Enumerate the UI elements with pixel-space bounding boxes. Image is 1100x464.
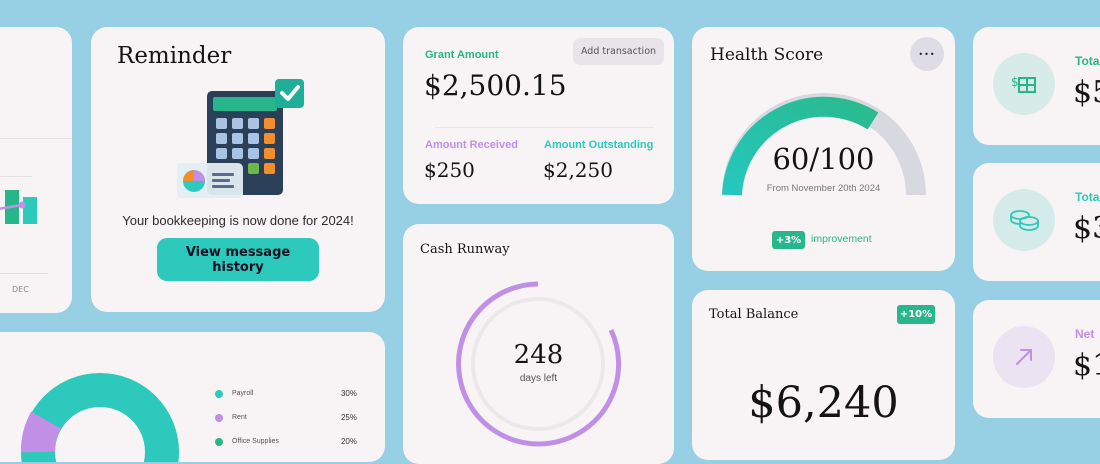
runway-ring-chart (456, 281, 622, 447)
money-table-icon: $ (993, 53, 1055, 115)
legend-item-rent: Rent 25% (215, 413, 357, 422)
cash-runway-card: Cash Runway 248 days left (403, 224, 674, 464)
stat-value: $3 (1073, 211, 1100, 246)
balance-change-badge: +10% (897, 305, 935, 324)
legend-dot (215, 389, 223, 398)
gridline (0, 138, 72, 139)
reminder-title: Reminder (117, 43, 232, 69)
legend-percent: 25% (340, 413, 357, 422)
runway-days-label: days left (519, 373, 558, 384)
gridline (0, 273, 48, 274)
stat-card-total-coins: Total $3 (973, 163, 1100, 281)
legend-percent: 30% (340, 389, 357, 398)
cashflow-chart-card: DEC (0, 27, 72, 313)
stat-label: Total (1075, 190, 1100, 204)
chart-bar (23, 197, 37, 224)
more-options-button[interactable]: ••• (910, 37, 944, 71)
x-axis-label: DEC (12, 285, 29, 294)
calculator-with-check-icon (177, 79, 304, 198)
stat-value: $1 (1073, 348, 1100, 383)
cash-runway-title: Cash Runway (420, 242, 510, 257)
health-score-value: 60/100 (772, 142, 875, 176)
health-score-date: From November 20th 2024 (766, 183, 881, 194)
stat-value: $5 (1073, 75, 1100, 110)
legend-item-payroll: Payroll 30% (215, 389, 357, 398)
amount-outstanding-label: Amount Outstanding (544, 139, 654, 151)
legend-item-office-supplies: Office Supplies 20% (215, 437, 357, 446)
add-transaction-button[interactable]: Add transaction (573, 38, 664, 65)
total-balance-title: Total Balance (709, 307, 799, 322)
total-balance-card: Total Balance +10% $6,240 (692, 290, 955, 460)
legend-percent: 20% (340, 437, 357, 446)
svg-text:$: $ (1011, 75, 1019, 89)
grant-amount-label: Grant Amount (425, 49, 499, 61)
amount-received-label: Amount Received (425, 139, 518, 151)
legend-dot (215, 437, 223, 446)
stat-label: Total (1075, 54, 1100, 68)
gridline (0, 176, 32, 177)
divider (435, 127, 654, 128)
improvement-badge: +3% (772, 231, 805, 249)
reminder-message: Your bookkeeping is now done for 2024! (122, 213, 354, 228)
legend-label: Rent (232, 414, 247, 421)
health-score-title: Health Score (710, 45, 824, 65)
grant-card: Grant Amount Add transaction $2,500.15 A… (403, 27, 674, 204)
stat-card-total-income: $ Total $5 (973, 27, 1100, 145)
coins-icon (993, 189, 1055, 251)
ellipsis-icon: ••• (918, 49, 936, 59)
amount-outstanding-value: $2,250 (543, 158, 613, 182)
grant-amount-value: $2,500.15 (424, 69, 567, 102)
stat-card-net: Net $1 (973, 300, 1100, 418)
total-balance-value: $6,240 (748, 378, 899, 428)
arrow-up-right-icon (993, 326, 1055, 388)
legend-dot (215, 413, 223, 422)
amount-received-value: $250 (424, 158, 475, 182)
legend-label: Office Supplies (232, 438, 279, 445)
runway-days-value: 248 (513, 340, 564, 370)
health-score-card: Health Score ••• 60/100 From November 20… (692, 27, 955, 271)
stat-label: Net (1075, 327, 1095, 341)
trend-line (0, 201, 26, 210)
expense-breakdown-card: Payroll 30% Rent 25% Office Supplies 20% (0, 332, 385, 462)
reminder-card: Reminder Your bookkeeping is now done fo… (91, 27, 385, 312)
legend-label: Payroll (232, 390, 254, 397)
view-message-history-button[interactable]: View message history (157, 238, 319, 281)
expense-donut-chart (21, 373, 179, 462)
health-score-gauge (722, 93, 926, 196)
improvement-label: improvement (811, 233, 872, 245)
